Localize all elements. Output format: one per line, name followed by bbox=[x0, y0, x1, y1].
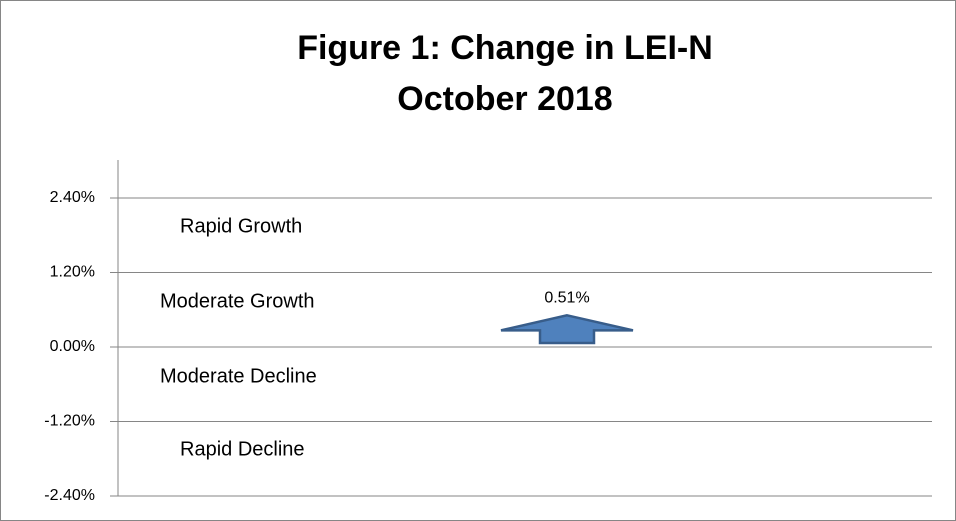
zone-label: Rapid Decline bbox=[180, 438, 305, 460]
chart-title: Figure 1: Change in LEI-N bbox=[297, 29, 713, 67]
data-label: 0.51% bbox=[544, 290, 589, 307]
y-tick-label: 1.20% bbox=[50, 264, 95, 281]
arrow bbox=[500, 314, 634, 345]
y-tick-label: -2.40% bbox=[44, 487, 95, 504]
zone-label: Moderate Growth bbox=[160, 290, 315, 312]
y-tick-label: -1.20% bbox=[44, 413, 95, 430]
chart-subtitle: October 2018 bbox=[397, 80, 612, 118]
zone-label: Moderate Decline bbox=[160, 365, 317, 387]
y-tick-label: 2.40% bbox=[50, 189, 95, 206]
zone-label: Rapid Growth bbox=[180, 215, 302, 237]
y-tick-label: 0.00% bbox=[50, 338, 95, 355]
